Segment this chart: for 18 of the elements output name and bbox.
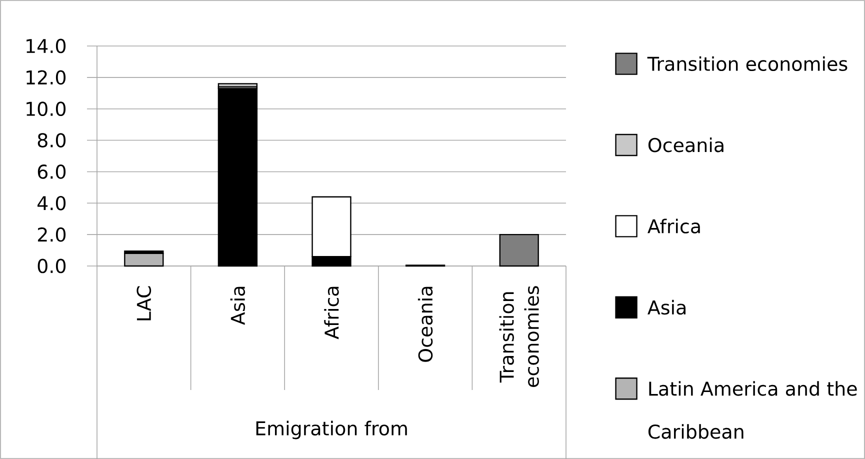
y-tick-label: 6.0 — [38, 164, 66, 179]
legend-label: Oceania — [648, 138, 724, 152]
y-tick-label: 8.0 — [38, 133, 66, 148]
x-tick-label: Transition economies — [499, 286, 539, 387]
y-tick-label: 0.0 — [38, 258, 66, 274]
x-tick-label: Oceania — [418, 286, 433, 362]
y-tick-label: 12.0 — [26, 70, 66, 85]
x-tick-label: Asia — [230, 286, 246, 325]
y-tick-label: 4.0 — [38, 196, 66, 210]
legend-label: Transition economies — [647, 56, 848, 72]
legend-label: Africa — [648, 218, 700, 234]
x-tick-label: LAC — [136, 286, 152, 320]
x-axis-title: Emigration from — [256, 420, 407, 440]
y-tick-label: 2.0 — [38, 227, 66, 242]
y-tick-label: 14.0 — [26, 38, 66, 54]
text: Latin America and the Caribbean — [648, 381, 857, 439]
y-tick-label: 10.0 — [26, 102, 66, 116]
x-tick-label: Africa — [324, 286, 339, 340]
